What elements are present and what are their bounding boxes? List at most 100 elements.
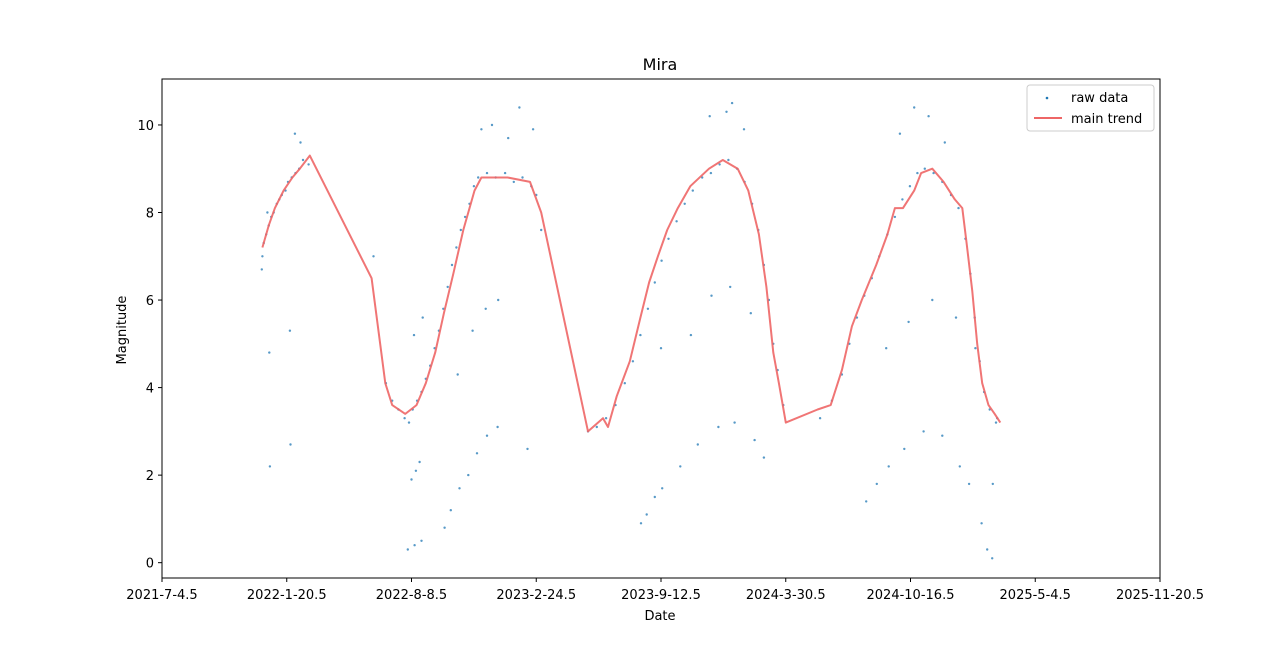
raw-data-point (421, 316, 424, 319)
raw-data-point (372, 255, 375, 258)
raw-data-point (927, 115, 930, 118)
raw-data-point (288, 329, 292, 332)
raw-data-point (485, 171, 489, 175)
raw-data-point (954, 316, 958, 319)
raw-data-point (922, 430, 925, 433)
plot-area (260, 101, 1002, 560)
x-tick-label: 2023-9-12.5 (621, 588, 701, 603)
x-tick-label: 2024-3-30.5 (746, 588, 826, 603)
x-tick-label: 2023-2-24.5 (496, 588, 576, 603)
raw-data-point (683, 202, 686, 205)
raw-data-point (512, 180, 515, 184)
raw-data-point (708, 115, 711, 118)
raw-data-point (631, 360, 635, 363)
raw-data-point (531, 128, 535, 131)
raw-data-point (289, 443, 292, 446)
raw-data-point (653, 281, 656, 284)
raw-data-point (653, 495, 656, 499)
chart-title: Mira (643, 55, 678, 74)
raw-data-point (467, 473, 470, 477)
raw-data-point (689, 333, 693, 337)
x-tick-label: 2024-10-16.5 (867, 588, 955, 603)
raw-data-point (260, 268, 263, 271)
raw-data-point (484, 307, 487, 310)
raw-data-point (518, 106, 521, 109)
y-tick-label: 8 (146, 207, 154, 222)
raw-data-point (986, 548, 989, 551)
raw-data-point (762, 456, 766, 459)
raw-data-point (941, 434, 944, 437)
raw-data-point (459, 228, 462, 232)
raw-data-point (646, 307, 650, 310)
raw-data-point (885, 347, 888, 350)
raw-data-point (540, 228, 543, 232)
raw-data-point (913, 106, 916, 109)
raw-data-point (623, 382, 626, 385)
raw-data-point (943, 141, 946, 144)
raw-data-point (710, 294, 713, 297)
raw-data-point (667, 237, 670, 240)
raw-data-point (496, 425, 499, 429)
x-axis-ticks: 2021-7-4.5 2022-1-20.5 2022-8-8.5 2023-2-24… (126, 578, 1204, 603)
raw-data-point (903, 447, 906, 451)
raw-data-point (749, 312, 752, 315)
raw-data-point (733, 421, 736, 424)
raw-data-point (991, 482, 994, 486)
y-tick-label: 4 (146, 382, 154, 397)
raw-data-point (490, 123, 494, 127)
raw-data-point (901, 198, 904, 201)
raw-data-point (696, 443, 699, 446)
raw-data-point (455, 246, 458, 249)
x-tick-label: 2021-7-4.5 (126, 588, 197, 603)
raw-data-point (266, 211, 269, 214)
raw-data-point (887, 465, 890, 468)
raw-data-point (730, 101, 734, 105)
raw-data-point (595, 425, 598, 429)
raw-data-point (875, 482, 878, 486)
raw-data-point (742, 128, 746, 131)
raw-data-point (418, 460, 421, 464)
main-trend-line (261, 154, 1002, 433)
x-tick-label: 2022-8-8.5 (376, 588, 447, 603)
raw-data-point (477, 176, 480, 179)
raw-data-point (679, 465, 682, 468)
raw-data-point (932, 171, 935, 175)
raw-data-point (301, 158, 305, 162)
y-tick-label: 0 (146, 557, 154, 572)
raw-data-point (916, 171, 919, 175)
raw-data-point (410, 478, 413, 481)
raw-data-point (485, 434, 489, 437)
legend-raw-data-marker (1045, 96, 1049, 100)
raw-data-point (268, 465, 272, 468)
raw-data-point (307, 163, 310, 166)
raw-data-point (717, 425, 720, 429)
legend: raw data main trend (1026, 84, 1155, 132)
y-tick-label: 6 (146, 294, 154, 309)
raw-data-point (299, 141, 302, 144)
raw-data-point (261, 255, 264, 258)
raw-data-point (406, 548, 409, 551)
raw-data-point (660, 259, 663, 262)
raw-data-point (412, 333, 416, 337)
raw-data-point (458, 487, 461, 490)
raw-data-point (974, 347, 977, 350)
raw-data-point (526, 447, 529, 451)
raw-data-point (898, 132, 902, 135)
plot-frame (161, 78, 1161, 579)
raw-data-point (497, 298, 500, 302)
y-axis-ticks: 0 2 4 6 8 10 (137, 119, 162, 572)
raw-data-point (727, 158, 730, 162)
y-axis-label: Magnitude (115, 296, 130, 365)
raw-data-point (931, 298, 934, 302)
raw-data-points (260, 101, 999, 560)
raw-data-point (725, 110, 728, 114)
raw-data-point (729, 285, 732, 289)
raw-data-point (449, 509, 452, 512)
raw-data-point (407, 421, 411, 424)
raw-data-point (865, 500, 868, 503)
raw-data-point (718, 163, 721, 166)
raw-data-point (450, 263, 454, 267)
raw-data-point (639, 522, 643, 525)
raw-data-point (923, 167, 926, 170)
raw-data-point (521, 176, 524, 179)
